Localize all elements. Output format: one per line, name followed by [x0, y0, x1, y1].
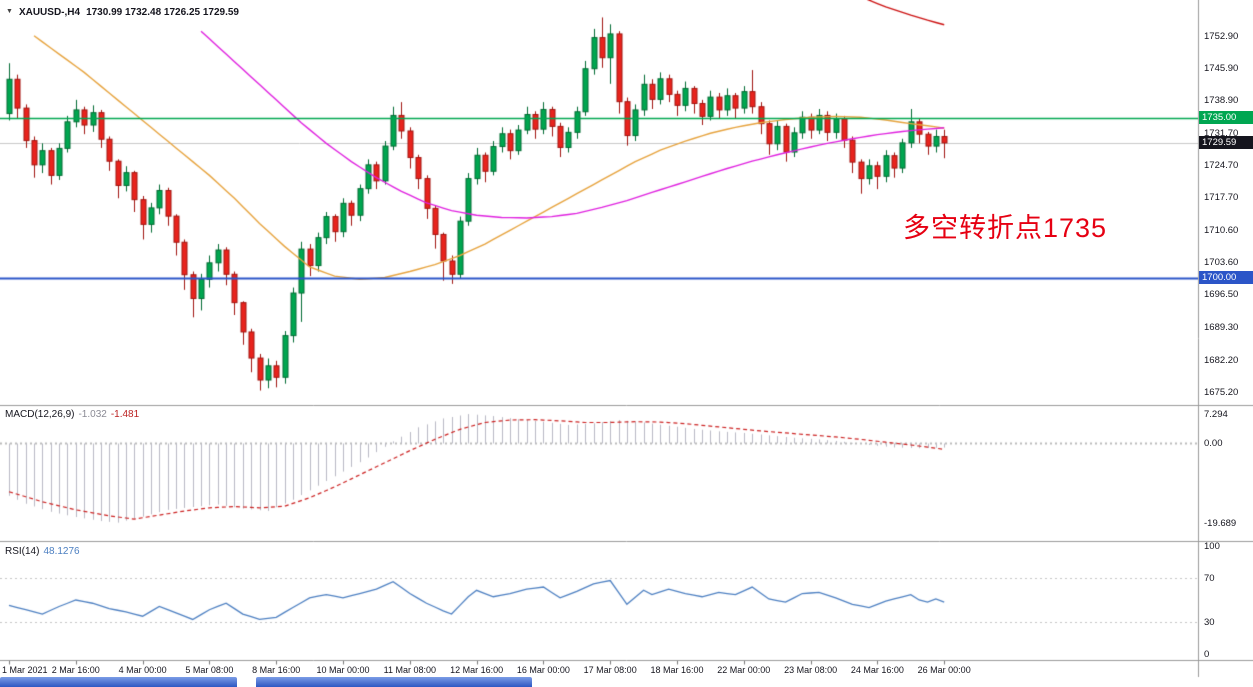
- price-axis-label: 1724.70: [1204, 160, 1239, 172]
- rsi-axis-label: 0: [1204, 649, 1210, 660]
- macd-title: MACD(12,26,9) -1.032 -1.481: [5, 409, 139, 420]
- rsi-value: 48.1276: [43, 546, 80, 557]
- price-axis-label: 1752.90: [1204, 31, 1239, 43]
- time-axis-label: 10 Mar 00:00: [316, 665, 370, 675]
- price-axis-label: 1717.70: [1204, 192, 1239, 204]
- collapse-triangle-icon: ▼: [6, 8, 13, 15]
- ohlc-values: 1730.99 1732.48 1726.25 1729.59: [86, 7, 239, 18]
- price-axis-label: 1745.90: [1204, 63, 1239, 75]
- price-annotation: 多空转折点1735: [903, 213, 1108, 243]
- time-axis-label: 4 Mar 00:00: [118, 665, 167, 675]
- rsi-name: RSI(14): [5, 546, 40, 557]
- time-axis-label: 8 Mar 16:00: [252, 665, 301, 675]
- time-axis-label: 18 Mar 16:00: [650, 665, 704, 675]
- symbol-period-label: XAUUSD-,H4: [18, 7, 81, 18]
- price-axis-label: 1696.50: [1204, 289, 1239, 301]
- price-axis-label: 1689.30: [1204, 322, 1239, 334]
- time-axis-label: 2 Mar 16:00: [51, 665, 100, 675]
- rsi-axis-label: 30: [1204, 616, 1215, 628]
- time-axis-label: 16 Mar 00:00: [516, 665, 570, 675]
- time-axis-label: 5 Mar 08:00: [185, 665, 234, 675]
- chart-title: ▼ XAUUSD-,H4 1730.99 1732.48 1726.25 172…: [6, 7, 239, 18]
- macd-name: MACD(12,26,9): [5, 409, 75, 420]
- time-axis-label: 26 Mar 00:00: [917, 665, 971, 675]
- time-axis-label: 1 Mar 2021: [2, 665, 48, 675]
- macd-axis-label: -19.689: [1204, 517, 1237, 529]
- time-axis-label: 22 Mar 00:00: [717, 665, 771, 675]
- price-axis-label: 1738.90: [1204, 95, 1239, 107]
- time-axis-label: 12 Mar 16:00: [450, 665, 504, 675]
- taskbar-tab-1[interactable]: [0, 677, 237, 687]
- macd-axis-label: 7.294: [1204, 409, 1228, 421]
- macd-signal-value: -1.481: [110, 409, 140, 420]
- price-axis-label: 1703.60: [1204, 256, 1239, 268]
- level-badge-1735: 1735.00: [1199, 111, 1253, 125]
- time-axis-label: 17 Mar 08:00: [583, 665, 637, 675]
- rsi-axis-label: 70: [1204, 573, 1215, 585]
- price-axis-label: 1710.60: [1204, 224, 1239, 236]
- current-price-badge: 1729.59: [1199, 135, 1253, 149]
- rsi-title: RSI(14) 48.1276: [5, 546, 80, 557]
- price-axis-label: 1731.70: [1204, 128, 1239, 140]
- price-axis-label: 1675.20: [1204, 386, 1239, 398]
- time-axis-label: 24 Mar 16:00: [850, 665, 904, 675]
- taskbar-tab-2[interactable]: [256, 677, 532, 687]
- price-axis-label: 1682.20: [1204, 354, 1239, 366]
- time-axis-label: 23 Mar 08:00: [784, 665, 838, 675]
- time-axis-label: 11 Mar 08:00: [383, 665, 436, 675]
- macd-axis-label: 0.00: [1204, 438, 1223, 450]
- macd-main-value: -1.032: [78, 409, 107, 420]
- level-badge-1700: 1700.00: [1199, 271, 1253, 285]
- rsi-axis-label: 100: [1204, 541, 1220, 552]
